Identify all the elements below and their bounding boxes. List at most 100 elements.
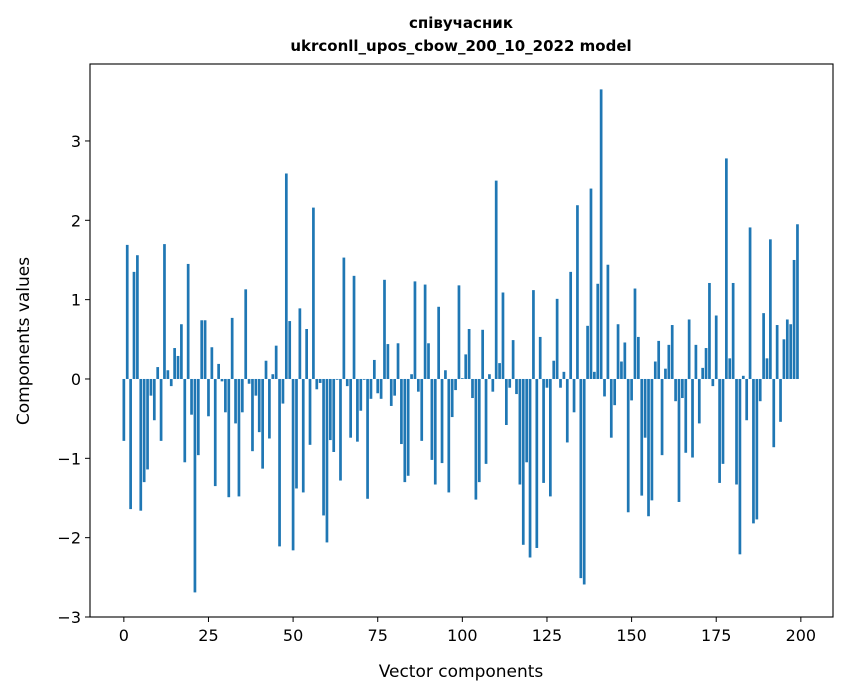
x-tick-label: 200 [786, 626, 817, 645]
bar-81 [396, 343, 400, 379]
x-tick-label: 125 [532, 626, 563, 645]
bar-39 [254, 378, 258, 396]
bar-93 [437, 306, 441, 379]
bar-195 [782, 339, 786, 379]
bar-48 [284, 173, 288, 379]
bar-62 [332, 378, 336, 452]
chart-subtitle: ukrconll_upos_cbow_200_10_2022 model [290, 37, 631, 55]
bar-31 [227, 378, 231, 498]
bar-186 [752, 378, 755, 524]
bar-38 [251, 378, 254, 452]
bar-24 [203, 320, 207, 379]
bar-108 [488, 374, 491, 379]
bar-159 [660, 378, 664, 456]
bar-80 [393, 378, 397, 396]
bar-141 [599, 89, 603, 379]
bar-45 [274, 345, 278, 379]
bar-52 [298, 308, 302, 379]
bar-150 [630, 378, 633, 401]
bar-154 [643, 378, 647, 438]
bar-171 [701, 367, 705, 379]
plot-frame [89, 63, 834, 618]
bar-199 [796, 224, 799, 379]
bar-128 [555, 298, 559, 379]
bar-193 [775, 325, 779, 379]
bar-178 [725, 158, 728, 379]
bar-111 [498, 363, 501, 379]
bar-82 [400, 378, 403, 445]
x-tick-label: 175 [701, 626, 732, 645]
bar-126 [549, 378, 552, 497]
bar-146 [616, 324, 620, 379]
bar-117 [518, 378, 522, 485]
bar-183 [741, 375, 745, 379]
bar-112 [501, 292, 505, 379]
bar-130 [562, 371, 566, 379]
bar-168 [691, 378, 694, 458]
bar-60 [325, 378, 329, 543]
bar-118 [521, 378, 525, 545]
bar-136 [582, 378, 586, 585]
bar-73 [369, 378, 373, 399]
bar-172 [704, 348, 708, 379]
bar-144 [609, 378, 613, 438]
bar-58 [318, 378, 322, 383]
x-axis: 0 25 50 75 100 125 150 175 200 [119, 617, 816, 645]
bar-184 [745, 378, 749, 421]
bar-155 [647, 378, 650, 517]
bar-167 [687, 319, 691, 379]
bar-30 [224, 378, 227, 413]
bar-19 [186, 263, 190, 379]
bar-71 [362, 378, 366, 380]
bar-65 [342, 257, 346, 379]
x-tick-label: 100 [447, 626, 478, 645]
bar-138 [589, 188, 593, 379]
bar-174 [711, 378, 715, 387]
bar-169 [694, 344, 698, 379]
bar-11 [159, 378, 163, 441]
bar-33 [234, 378, 237, 424]
bar-74 [372, 359, 376, 379]
chart-title: співучасник [409, 14, 513, 32]
bar-147 [620, 361, 623, 379]
bar-119 [525, 378, 529, 463]
bar-95 [444, 370, 447, 379]
bar-20 [190, 378, 193, 415]
bar-163 [674, 378, 677, 402]
bar-57 [315, 378, 319, 390]
y-tick-label: −2 [57, 529, 81, 548]
bar-7 [146, 378, 149, 470]
bar-89 [423, 284, 427, 379]
bar-51 [295, 378, 298, 489]
y-axis-label: Components values [14, 257, 34, 425]
bar-176 [718, 378, 721, 483]
bar-173 [708, 282, 711, 379]
bar-85 [410, 374, 413, 379]
bar-175 [714, 315, 718, 379]
bar-16 [176, 355, 180, 379]
bar-192 [772, 378, 776, 448]
bar-18 [183, 378, 187, 463]
bar-170 [697, 378, 701, 424]
bar-114 [508, 378, 512, 388]
bar-109 [491, 378, 495, 392]
bar-86 [413, 281, 417, 379]
bar-98 [454, 378, 457, 391]
bar-92 [433, 378, 437, 485]
y-tick-label: 0 [71, 370, 81, 389]
x-tick-label: 25 [198, 626, 218, 645]
bar-32 [230, 317, 234, 379]
bar-36 [244, 289, 248, 379]
bar-115 [511, 340, 515, 379]
bar-84 [406, 378, 410, 476]
bar-87 [416, 378, 420, 392]
bar-28 [217, 363, 220, 379]
bars-group [122, 89, 799, 593]
bar-187 [755, 378, 759, 520]
bar-110 [494, 180, 498, 379]
x-tick-label: 75 [368, 626, 388, 645]
bar-2 [129, 378, 132, 510]
bar-29 [220, 378, 224, 382]
y-tick-label: 1 [71, 291, 81, 310]
